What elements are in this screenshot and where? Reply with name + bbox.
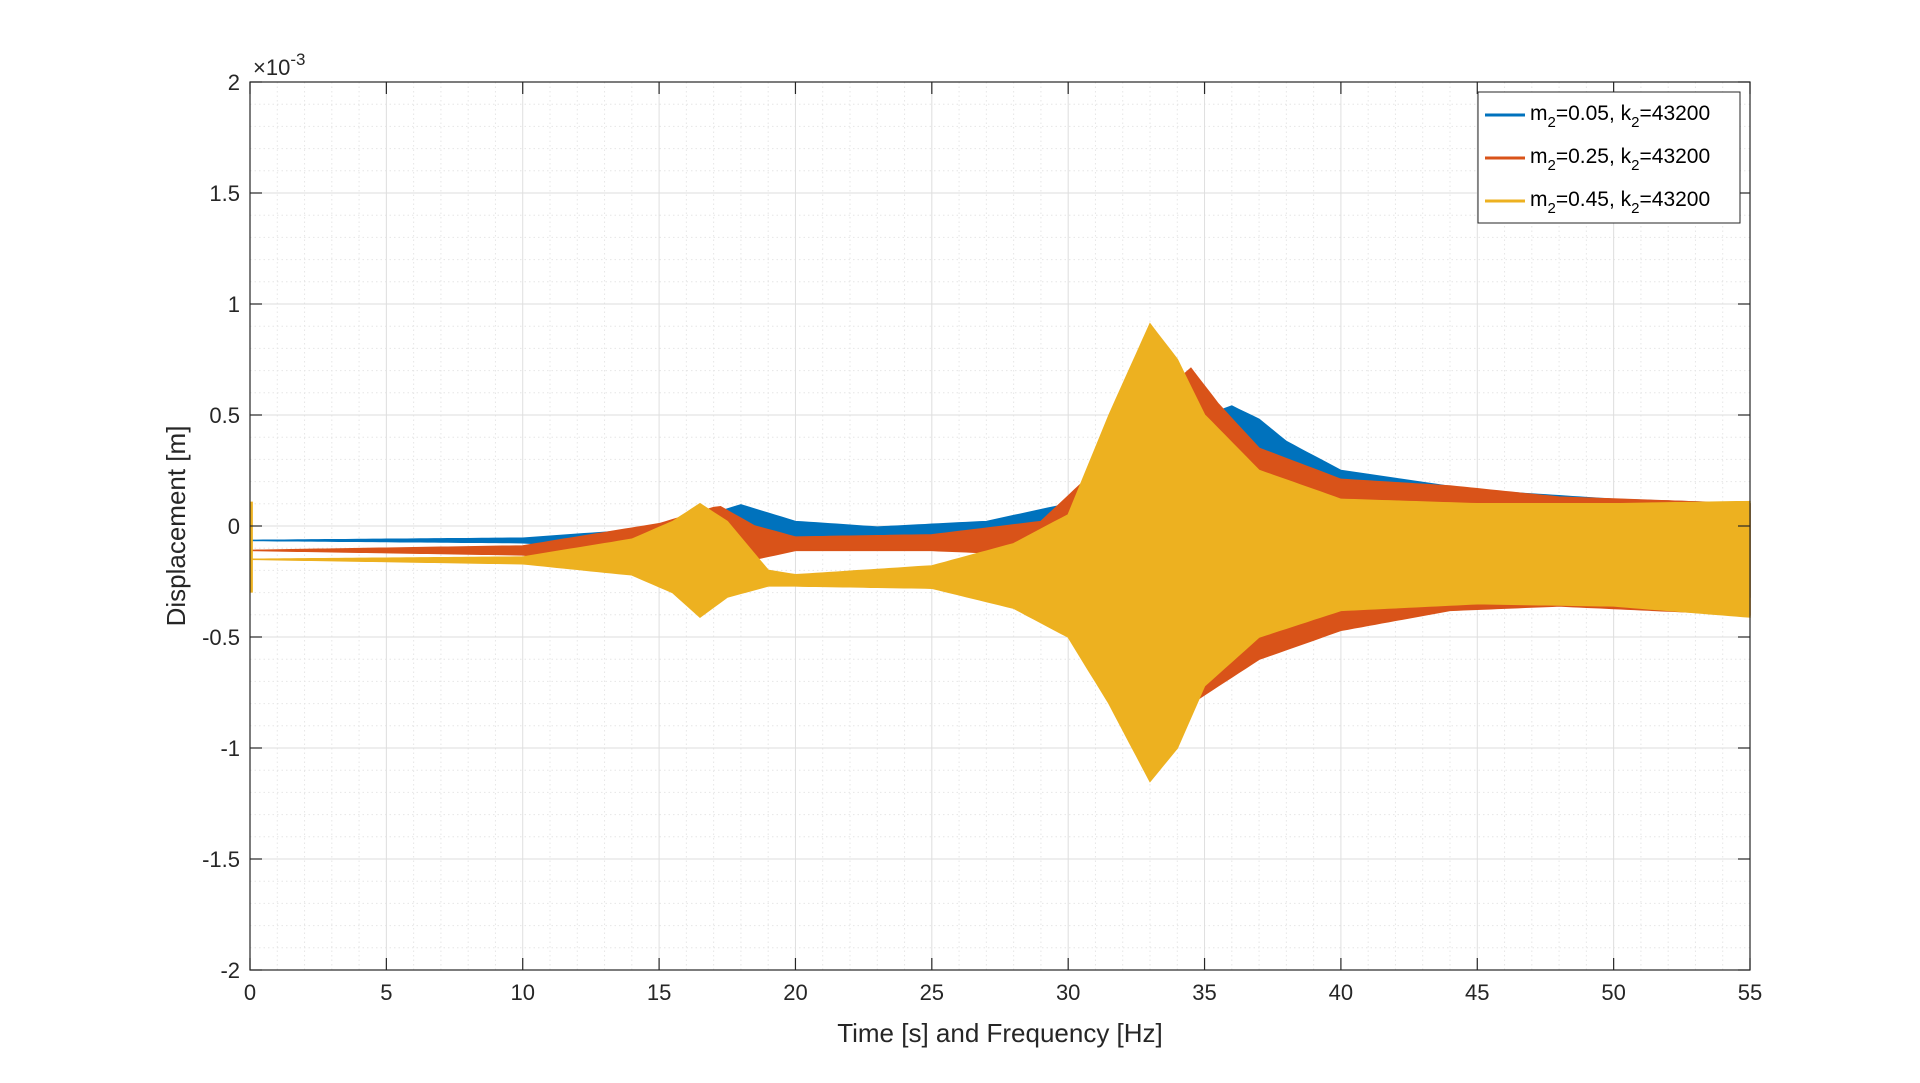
x-tick-label: 40: [1329, 980, 1353, 1005]
axis-ticks: [249, 81, 1751, 971]
y-tick-label: -2: [220, 958, 240, 983]
x-tick-label: 35: [1192, 980, 1216, 1005]
x-tick-label: 0: [244, 980, 256, 1005]
legend-label-3: m2=0.45, k2=43200: [1530, 188, 1710, 217]
series-layer: [249, 322, 1751, 783]
legend: m2=0.05, k2=43200 m2=0.25, k2=43200 m2=0.4…: [1477, 91, 1741, 224]
y-tick-label: 0: [228, 514, 240, 539]
x-tick-label: 45: [1465, 980, 1489, 1005]
y-tick-label: -1.5: [202, 847, 240, 872]
y-tick-label: -0.5: [202, 625, 240, 650]
x-tick-label: 50: [1601, 980, 1625, 1005]
x-tick-label: 30: [1056, 980, 1080, 1005]
y-tick-label: 0.5: [209, 403, 240, 428]
y-axis-title: Displacement [m]: [161, 426, 191, 627]
y-tick-label: -1: [220, 736, 240, 761]
x-tick-label: 5: [380, 980, 392, 1005]
y-tick-label: 2: [228, 70, 240, 95]
x-tick-labels: 0 5 10 15 20 25 30 35 40 45 50 55: [244, 980, 1762, 1005]
legend-label-2: m2=0.25, k2=43200: [1530, 145, 1710, 174]
x-tick-label: 20: [783, 980, 807, 1005]
x-tick-label: 25: [920, 980, 944, 1005]
y-tick-label: 1: [228, 292, 240, 317]
x-axis-title: Time [s] and Frequency [Hz]: [837, 1018, 1163, 1048]
x-tick-label: 10: [510, 980, 534, 1005]
y-tick-labels: -2 -1.5 -1 -0.5 0 0.5 1 1.5 2: [202, 70, 240, 983]
y-exponent-label: ×10-3: [253, 50, 305, 80]
legend-label-1: m2=0.05, k2=43200: [1530, 102, 1710, 131]
x-tick-label: 15: [647, 980, 671, 1005]
x-tick-label: 55: [1738, 980, 1762, 1005]
y-tick-label: 1.5: [209, 181, 240, 206]
